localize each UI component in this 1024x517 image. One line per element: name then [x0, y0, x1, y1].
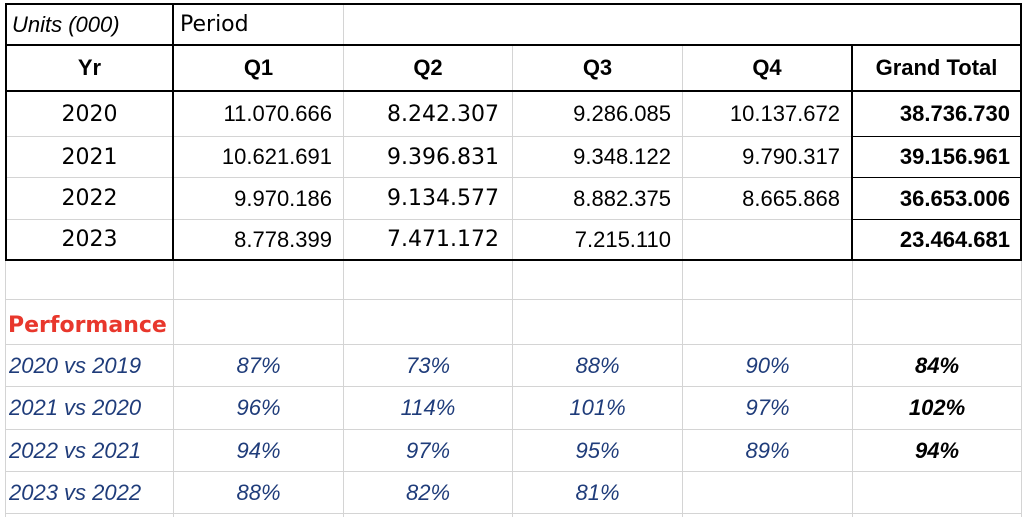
performance-cell-q1: 96%	[236, 395, 281, 420]
value-cell-q4: 9.790.317	[742, 144, 840, 169]
gridline	[5, 177, 852, 178]
performance-cell-q1: 87%	[236, 352, 281, 378]
border	[5, 259, 1022, 261]
comparison-label: 2022 vs 2021	[9, 437, 142, 463]
value-cell-q2: 8.242.307	[387, 101, 499, 127]
border	[851, 219, 1022, 220]
year-cell: 2023	[61, 227, 118, 252]
gridline	[343, 45, 344, 261]
gridline	[512, 45, 513, 261]
value-cell-q4	[683, 220, 840, 259]
value-cell-q4: 8.665.868	[742, 185, 840, 211]
gridline	[5, 471, 1022, 472]
gridline	[343, 3, 344, 45]
units-label: Units (000)	[12, 11, 120, 37]
gridline	[5, 513, 1022, 514]
performance-total-cell: 94%	[914, 437, 960, 463]
performance-cell-q1: 94%	[236, 437, 281, 463]
gridline	[682, 261, 683, 517]
performance-cell-q3: 95%	[575, 437, 620, 463]
value-cell-q1: 11.070.666	[223, 101, 332, 126]
performance-cell-q3: 101%	[569, 395, 626, 420]
grand-total-cell: 38.736.730	[899, 101, 1010, 126]
column-header-q4: Q4	[752, 55, 782, 80]
gridline	[5, 299, 1022, 300]
performance-total-cell: 84%	[914, 352, 960, 378]
column-header-yr: Yr	[77, 55, 102, 80]
performance-cell-q4	[683, 472, 852, 513]
value-cell-q3: 9.286.085	[573, 101, 671, 126]
gridline	[5, 261, 6, 517]
performance-cell-q2: 114%	[400, 395, 456, 420]
performance-total-cell	[853, 472, 1021, 513]
column-header-grand-total: Grand Total	[875, 55, 998, 80]
gridline	[5, 219, 852, 220]
border	[5, 3, 7, 261]
border	[851, 177, 1022, 178]
value-cell-q1: 9.970.186	[234, 185, 332, 211]
year-cell: 2020	[61, 101, 118, 127]
gridline	[5, 386, 1022, 387]
year-cell: 2021	[61, 144, 118, 170]
gridline	[343, 261, 344, 517]
performance-cell-q2: 82%	[405, 479, 451, 505]
value-cell-q4: 10.137.672	[729, 101, 840, 126]
value-cell-q3: 7.215.110	[574, 226, 671, 252]
gridline	[512, 261, 513, 517]
border	[851, 136, 1022, 137]
comparison-label: 2021 vs 2020	[9, 395, 142, 420]
performance-cell-q1: 88%	[236, 479, 281, 505]
grand-total-cell: 39.156.961	[899, 144, 1010, 169]
border	[851, 45, 853, 261]
border	[172, 3, 174, 261]
border	[5, 3, 1022, 5]
gridline	[173, 261, 174, 517]
value-cell-q2: 9.396.831	[387, 144, 499, 170]
gridline	[5, 344, 1022, 345]
value-cell-q1: 10.621.691	[221, 144, 332, 169]
border	[5, 90, 1022, 92]
value-cell-q3: 9.348.122	[573, 144, 671, 169]
comparison-label: 2023 vs 2022	[9, 479, 142, 505]
value-cell-q3: 8.882.375	[573, 185, 671, 211]
gridline	[5, 136, 852, 137]
gridline	[682, 45, 683, 261]
column-header-q2: Q2	[413, 55, 443, 80]
value-cell-q1: 8.778.399	[234, 226, 332, 252]
grand-total-cell: 36.653.006	[899, 185, 1010, 211]
comparison-label: 2020 vs 2019	[9, 352, 142, 378]
performance-cell-q4: 90%	[745, 352, 790, 378]
column-header-q1: Q1	[243, 55, 274, 80]
gridline	[5, 429, 1022, 430]
performance-cell-q2: 97%	[405, 437, 451, 463]
performance-cell-q3: 88%	[575, 352, 620, 378]
performance-cell-q2: 73%	[405, 352, 451, 378]
border	[1020, 3, 1022, 261]
year-cell: 2022	[61, 186, 118, 211]
value-cell-q2: 9.134.577	[387, 186, 499, 211]
gridline	[852, 261, 853, 517]
performance-total-cell: 102%	[908, 395, 966, 420]
performance-title: Performance	[8, 312, 167, 338]
performance-cell-q4: 97%	[745, 395, 790, 420]
period-label: Period	[180, 12, 249, 37]
performance-cell-q3: 81%	[575, 479, 620, 505]
grand-total-cell: 23.464.681	[899, 226, 1010, 252]
value-cell-q2: 7.471.172	[387, 227, 499, 252]
performance-cell-q4: 89%	[745, 437, 790, 463]
column-header-q3: Q3	[582, 55, 613, 80]
gridline	[1021, 261, 1022, 517]
border	[5, 44, 1022, 46]
